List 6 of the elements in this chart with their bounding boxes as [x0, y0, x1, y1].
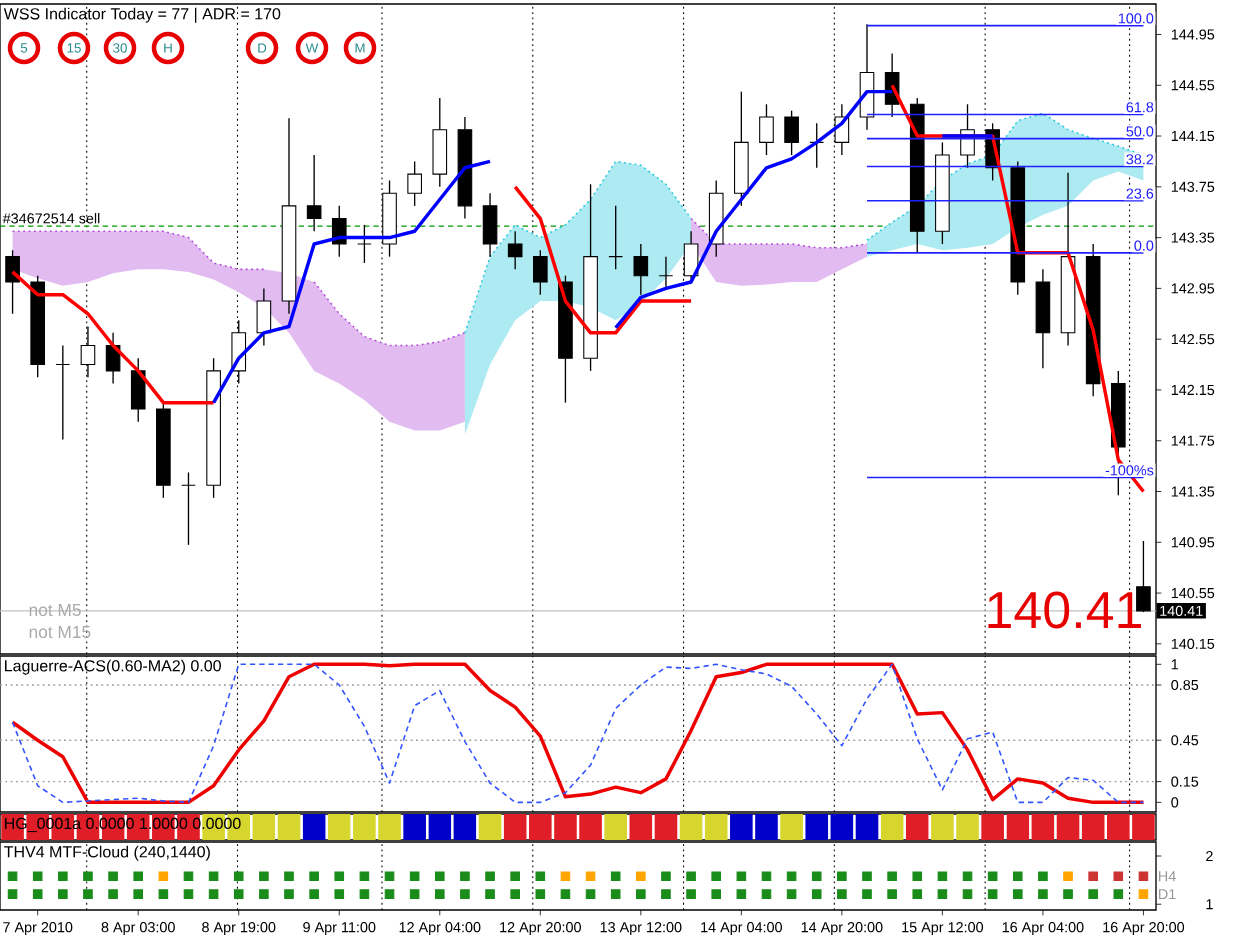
chart-title: THV4 MTF-Cloud (240,1440) [4, 845, 210, 861]
annotation: 140.41 [988, 591, 1141, 629]
annotation: not M5 [29, 603, 81, 617]
annotation: not M15 [29, 625, 91, 639]
chart-title: WSS Indicator Today = 77 | ADR = 170 [3, 7, 281, 23]
chart-title: Laguerre-ACS(0.60-MA2) 0.00 [5, 659, 221, 675]
